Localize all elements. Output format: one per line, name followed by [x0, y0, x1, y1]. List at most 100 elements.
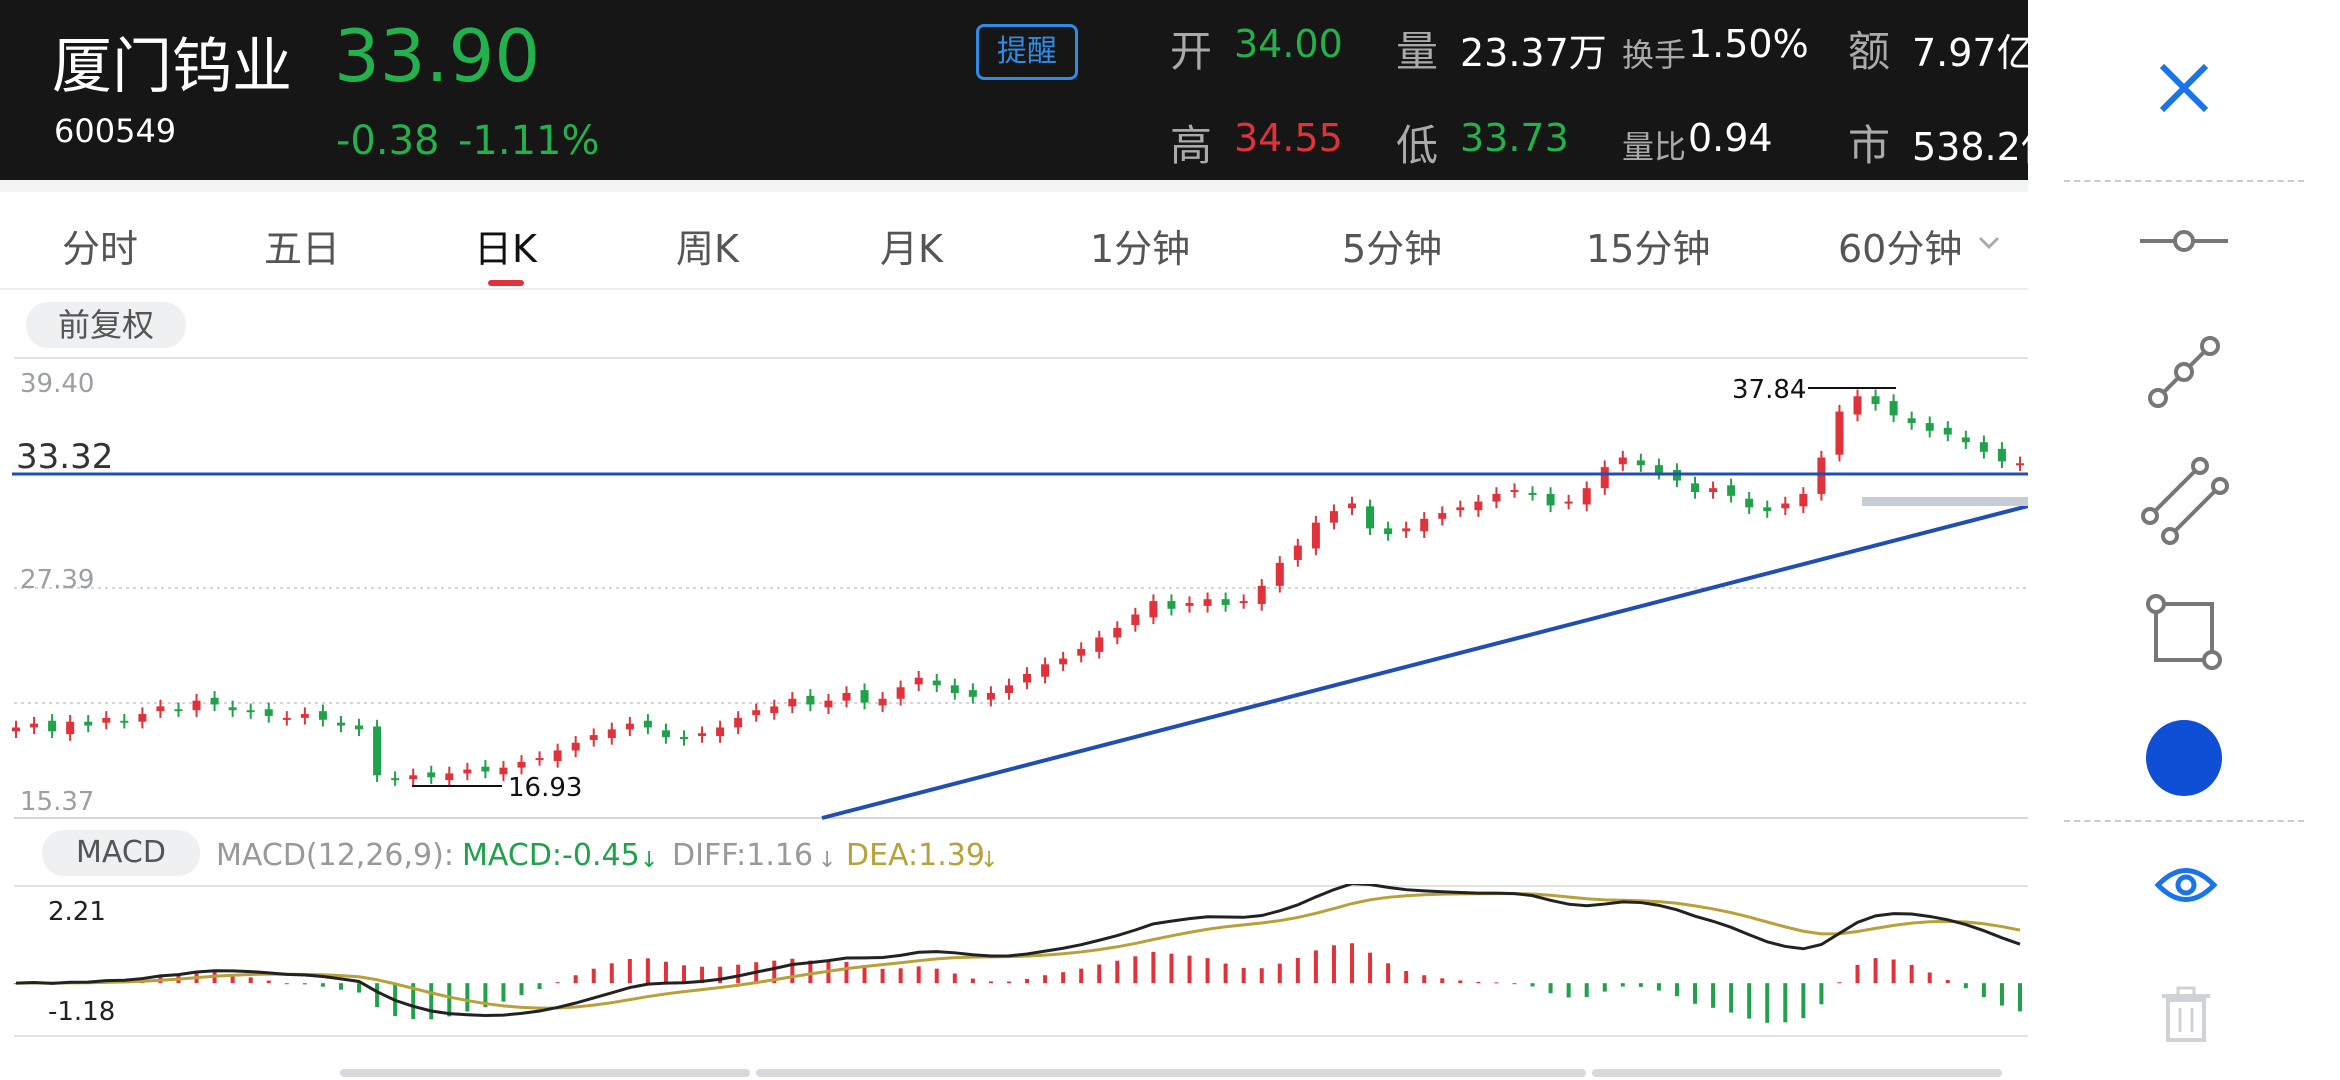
macd-bar — [1602, 983, 1607, 992]
tab-monthly-k[interactable]: 月K — [880, 227, 943, 271]
macd-bar — [844, 961, 849, 984]
macd-bar — [230, 974, 235, 984]
macd-bar — [591, 968, 596, 984]
tab-1min[interactable]: 1分钟 — [1090, 227, 1191, 271]
trash-icon[interactable] — [2160, 986, 2212, 1042]
macd-bar — [1566, 983, 1571, 998]
macd-bar — [1223, 963, 1228, 984]
tab-5min[interactable]: 5分钟 — [1342, 227, 1443, 271]
candle-body — [1799, 493, 1808, 507]
macd-bar — [1386, 963, 1391, 984]
candles — [12, 389, 2024, 787]
scrollbar-segment[interactable] — [340, 1069, 750, 1077]
macd-indicator-button[interactable]: MACD — [42, 830, 200, 876]
candle-body — [1366, 506, 1375, 529]
macd-y-top: 2.21 — [48, 897, 106, 927]
candle-body — [842, 692, 851, 701]
macd-bar — [1945, 980, 1950, 984]
candle-body — [1239, 601, 1248, 604]
macd-bar — [1927, 972, 1932, 984]
candle-body — [1853, 396, 1862, 415]
kline-chart[interactable]: 39.40 33.32 27.39 15.37 37.84 16.93 — [0, 356, 2028, 820]
y-label-bottom: 15.37 — [20, 787, 94, 817]
open-label: 开 — [1170, 27, 1213, 76]
candle-body — [66, 721, 75, 735]
candle-body — [1997, 448, 2006, 462]
amount-label: 额 — [1848, 27, 1891, 76]
candle-body — [788, 698, 797, 707]
candle-body — [48, 720, 57, 732]
tab-intraday[interactable]: 分时 — [62, 227, 139, 271]
tab-60min[interactable]: 60分钟 — [1838, 227, 1963, 271]
dea-line — [15, 892, 2021, 1010]
candle-body — [481, 766, 490, 772]
macd-bar — [1494, 982, 1499, 984]
close-icon[interactable] — [2158, 62, 2210, 114]
candle-body — [553, 750, 562, 761]
tab-15min[interactable]: 15分钟 — [1586, 227, 1711, 271]
horizontal-line-icon[interactable] — [2138, 226, 2230, 256]
macd-bar — [952, 973, 957, 984]
header-divider — [0, 180, 2028, 192]
candle-body — [535, 758, 544, 761]
macd-bar — [1638, 983, 1643, 987]
macd-bar — [916, 966, 921, 984]
scrollbar-segment[interactable] — [1592, 1069, 2002, 1077]
candle-body — [156, 706, 165, 712]
color-swatch[interactable] — [2146, 720, 2222, 796]
macd-bar — [1133, 956, 1138, 984]
candle-body — [589, 735, 598, 740]
tabs-divider — [0, 288, 2028, 290]
tab-five-day[interactable]: 五日 — [264, 227, 341, 271]
chevron-down-icon[interactable] — [1978, 236, 2000, 250]
rectangle-icon[interactable] — [2144, 592, 2224, 672]
candle-body — [1636, 460, 1645, 466]
scrollbar-segment[interactable] — [756, 1069, 1586, 1077]
candle-body — [950, 685, 959, 693]
alert-button[interactable]: 提醒 — [976, 24, 1078, 80]
macd-bar — [1476, 981, 1481, 984]
active-tab-indicator — [488, 280, 524, 286]
macd-chart[interactable]: 2.21 -1.18 — [0, 884, 2028, 1040]
tab-daily-k[interactable]: 日K — [474, 227, 537, 271]
candle-body — [896, 687, 905, 699]
macd-bar — [1205, 958, 1210, 984]
macd-bar — [320, 983, 325, 987]
macd-bar — [1963, 983, 1968, 989]
candle-body — [1420, 518, 1429, 532]
hline-value-label: 33.32 — [16, 437, 113, 477]
candle-body — [192, 700, 201, 711]
macd-bar — [609, 963, 614, 984]
candle-body — [318, 711, 327, 720]
adjust-button[interactable]: 前复权 — [26, 302, 186, 348]
parallel-line-icon[interactable] — [2140, 456, 2230, 546]
macd-bar — [1873, 958, 1878, 984]
eye-icon[interactable] — [2154, 862, 2218, 908]
macd-bar — [1187, 955, 1192, 984]
candle-body — [1528, 492, 1537, 495]
dea-down-arrow-icon: ↓ — [980, 848, 999, 873]
trendline-drawing[interactable] — [821, 504, 2028, 820]
macd-bar — [1801, 983, 1806, 1019]
candle-body — [336, 722, 345, 726]
macd-bar — [663, 961, 668, 984]
segment-icon[interactable] — [2146, 334, 2222, 410]
candle-body — [1654, 465, 1663, 473]
macd-bar — [338, 983, 343, 990]
gray-zone-drawing[interactable] — [1862, 497, 2028, 506]
candle-body — [1600, 467, 1609, 489]
candle-body — [102, 717, 111, 723]
candle-body — [1925, 423, 1934, 431]
candle-body — [1907, 418, 1916, 424]
macd-y-bottom: -1.18 — [48, 997, 115, 1027]
macd-bar — [880, 968, 885, 984]
candle-body — [1727, 485, 1736, 496]
macd-bar — [14, 983, 18, 985]
candle-body — [427, 772, 436, 778]
candle-body — [1402, 528, 1411, 532]
candle-body — [355, 725, 364, 730]
tab-weekly-k[interactable]: 周K — [676, 227, 739, 271]
candle-body — [968, 690, 977, 697]
candle-body — [1582, 488, 1591, 505]
macd-bar — [1440, 978, 1445, 984]
